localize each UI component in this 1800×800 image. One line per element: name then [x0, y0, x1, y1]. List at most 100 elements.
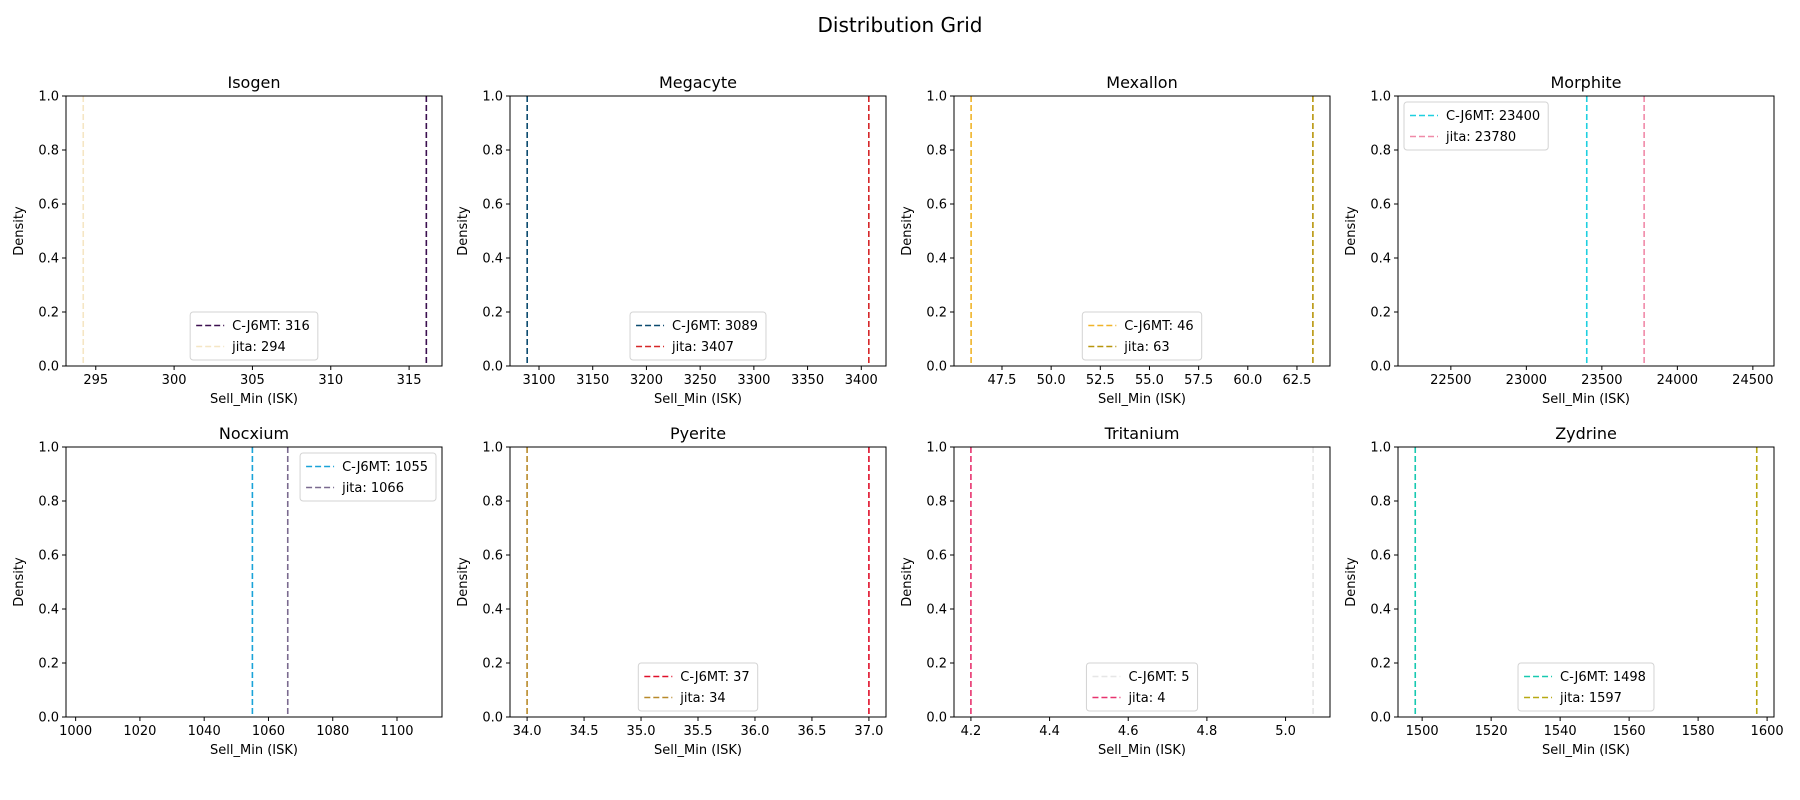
x-tick-label: 60.0 — [1233, 373, 1262, 388]
legend: C-J6MT: 1498 jita: 1597 — [1517, 662, 1655, 712]
panel-title: Nocxium — [219, 424, 289, 443]
x-tick-label: 34.0 — [513, 724, 542, 739]
y-tick-label: 1.0 — [482, 441, 503, 456]
legend-entry-label: C-J6MT: 1498 — [1560, 670, 1646, 685]
x-tick-label: 47.5 — [988, 373, 1017, 388]
y-tick-label: 0.0 — [482, 360, 503, 375]
x-tick-label: 4.4 — [1039, 724, 1060, 739]
y-tick-label: 0.8 — [38, 495, 59, 510]
plot-frame — [509, 95, 887, 367]
x-tick-label: 3250 — [684, 373, 717, 388]
x-tick-label: 1560 — [1613, 724, 1646, 739]
panel-title: Isogen — [228, 73, 281, 92]
x-axis-label: Sell_Min (ISK) — [210, 392, 298, 407]
panel-mexallon: Mexallon 47.5 50.0 52.5 55.0 57.5 60.0 62.5 0.0 0… — [900, 73, 1331, 407]
y-axis-label: Density — [1344, 557, 1359, 607]
legend-entry-label: C-J6MT: 46 — [1124, 319, 1193, 334]
legend-entry-label: jita: 1597 — [1559, 691, 1622, 706]
x-tick-label: 4.8 — [1197, 724, 1218, 739]
x-tick-label: 55.0 — [1135, 373, 1164, 388]
x-tick-label: 62.5 — [1282, 373, 1311, 388]
y-tick-label: 0.8 — [1370, 144, 1391, 159]
panel-title: Mexallon — [1106, 73, 1177, 92]
y-tick-label: 0.6 — [926, 549, 947, 564]
legend-entry-label: jita: 294 — [231, 340, 286, 355]
x-tick-label: 23500 — [1581, 373, 1622, 388]
x-tick-label: 35.5 — [684, 724, 713, 739]
x-tick-label: 1500 — [1406, 724, 1439, 739]
y-tick-label: 0.8 — [1370, 495, 1391, 510]
plot-frame — [953, 446, 1331, 718]
legend-entry-label: jita: 1066 — [341, 481, 404, 496]
y-tick-label: 1.0 — [38, 90, 59, 105]
y-tick-label: 0.4 — [482, 252, 503, 267]
y-tick-label: 0.8 — [926, 144, 947, 159]
x-tick-label: 24500 — [1732, 373, 1773, 388]
figure-title: Distribution Grid — [817, 13, 982, 37]
legend-entry-label: jita: 63 — [1123, 340, 1169, 355]
y-tick-label: 0.4 — [926, 252, 947, 267]
panel-tritanium: Tritanium 4.2 4.4 4.6 4.8 5.0 0.0 0.2 0.4 0.6 0.8 1… — [900, 424, 1331, 758]
y-tick-label: 0.8 — [482, 495, 503, 510]
panel-title: Tritanium — [1104, 424, 1180, 443]
legend-box — [1081, 311, 1203, 361]
y-tick-label: 0.2 — [1370, 657, 1391, 672]
panel-title: Morphite — [1550, 73, 1621, 92]
x-tick-label: 3300 — [737, 373, 770, 388]
y-tick-label: 1.0 — [926, 441, 947, 456]
y-tick-label: 0.4 — [926, 603, 947, 618]
x-tick-label: 3400 — [845, 373, 878, 388]
x-tick-label: 310 — [318, 373, 343, 388]
y-tick-label: 0.0 — [1370, 711, 1391, 726]
x-tick-label: 3100 — [522, 373, 555, 388]
plot-frame — [1397, 446, 1775, 718]
plot-frame — [953, 95, 1331, 367]
panel-pyerite: Pyerite 34.0 34.5 35.0 35.5 36.0 36.5 37.0 0.0 0.… — [456, 424, 887, 758]
x-tick-label: 35.0 — [627, 724, 656, 739]
panels-grid: Isogen 295 300 305 310 315 0.0 0.2 0.4 0.6 0.8 1.0 S… — [12, 73, 1784, 758]
x-axis-label: Sell_Min (ISK) — [654, 392, 742, 407]
y-axis-label: Density — [1344, 206, 1359, 256]
legend: C-J6MT: 5 jita: 4 — [1085, 662, 1199, 712]
x-tick-label: 1540 — [1544, 724, 1577, 739]
panel-title: Pyerite — [670, 424, 726, 443]
plot-frame — [65, 446, 443, 718]
x-tick-label: 1020 — [123, 724, 156, 739]
y-axis-label: Density — [900, 206, 915, 256]
x-tick-label: 50.0 — [1037, 373, 1066, 388]
x-tick-label: 5.0 — [1275, 724, 1296, 739]
x-tick-label: 36.0 — [740, 724, 769, 739]
x-axis-label: Sell_Min (ISK) — [210, 743, 298, 758]
y-tick-label: 0.6 — [482, 549, 503, 564]
x-tick-label: 23000 — [1506, 373, 1547, 388]
y-tick-label: 0.4 — [1370, 252, 1391, 267]
x-tick-label: 305 — [240, 373, 265, 388]
panel-nocxium: Nocxium 1000 1020 1040 1060 1080 1100 0.0 0.2 0.4… — [12, 424, 443, 758]
legend-box — [299, 452, 437, 502]
x-tick-label: 3350 — [791, 373, 824, 388]
y-tick-label: 0.0 — [1370, 360, 1391, 375]
y-tick-label: 0.2 — [482, 306, 503, 321]
x-tick-label: 4.6 — [1118, 724, 1139, 739]
legend-box — [1403, 101, 1549, 151]
legend-box — [189, 311, 319, 361]
legend-box — [1085, 662, 1199, 712]
y-tick-label: 0.6 — [926, 198, 947, 213]
legend-entry-label: C-J6MT: 37 — [680, 670, 749, 685]
x-tick-label: 1100 — [380, 724, 413, 739]
y-tick-label: 0.6 — [482, 198, 503, 213]
y-axis-label: Density — [456, 206, 471, 256]
legend: C-J6MT: 46 jita: 63 — [1081, 311, 1203, 361]
panel-morphite: Morphite 22500 23000 23500 24000 24500 0.0 0.2 0… — [1344, 73, 1775, 407]
legend-entry-label: C-J6MT: 3089 — [672, 319, 758, 334]
y-tick-label: 0.0 — [482, 711, 503, 726]
y-axis-label: Density — [456, 557, 471, 607]
y-axis-label: Density — [12, 206, 27, 256]
legend-box — [629, 311, 767, 361]
panel-title: Zydrine — [1555, 424, 1617, 443]
legend: C-J6MT: 3089 jita: 3407 — [629, 311, 767, 361]
x-tick-label: 57.5 — [1184, 373, 1213, 388]
legend-entry-label: C-J6MT: 1055 — [342, 460, 428, 475]
x-tick-label: 315 — [397, 373, 422, 388]
x-tick-label: 1060 — [252, 724, 285, 739]
